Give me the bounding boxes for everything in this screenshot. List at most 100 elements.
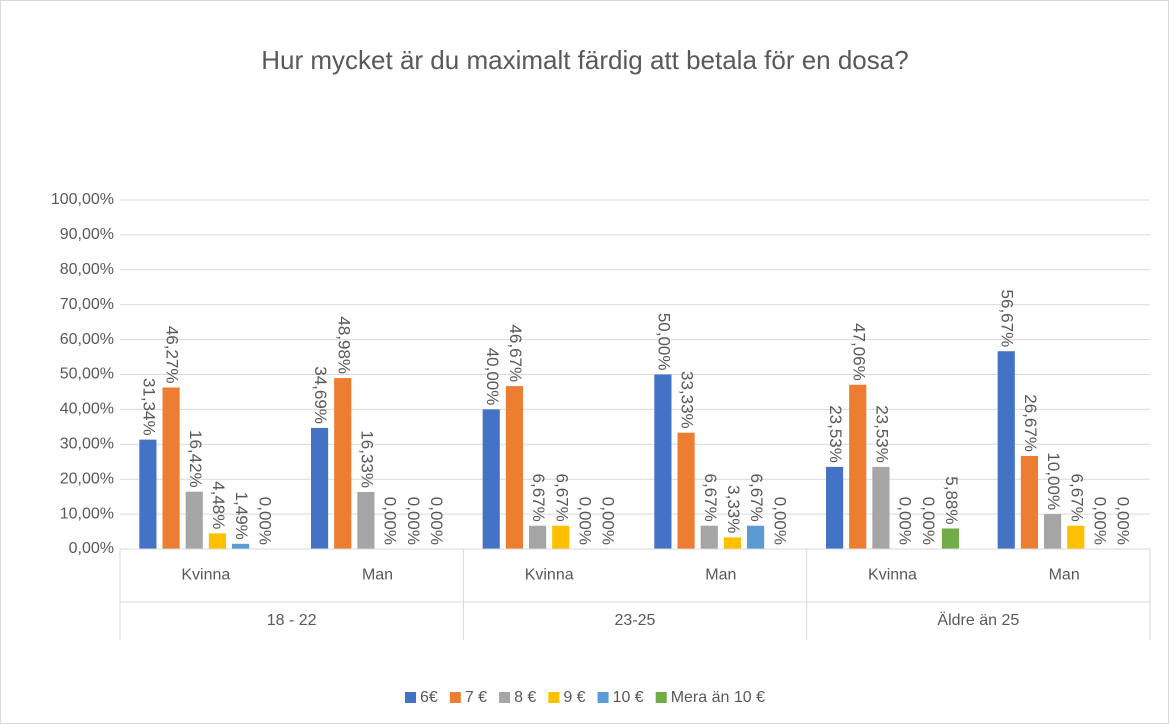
bar: [310, 427, 329, 549]
group-label: Äldre än 25: [937, 611, 1019, 629]
data-label: 0,00%: [381, 497, 400, 545]
bar: [872, 466, 890, 549]
data-label: 50,00%: [654, 313, 673, 371]
legend-label: 7 €: [465, 689, 487, 706]
data-label: 0,00%: [770, 497, 789, 545]
legend-swatch: [405, 692, 417, 703]
y-tick-label: 100,00%: [51, 191, 114, 208]
legend-label: Mera än 10 €: [671, 689, 765, 706]
data-label: 1,49%: [232, 492, 251, 540]
legend-label: 9 €: [563, 689, 585, 706]
group-label: 18 - 22: [267, 612, 317, 629]
x-tick-label: Man: [1049, 567, 1080, 584]
bar: [528, 525, 547, 549]
y-tick-label: 0,00%: [69, 540, 114, 557]
data-label: 47,06%: [849, 323, 868, 381]
data-label: 46,27%: [163, 326, 182, 384]
data-label: 0,00%: [255, 497, 274, 545]
data-label: 5,88%: [942, 476, 961, 524]
legend-swatch: [548, 692, 560, 703]
data-label: 4,48%: [209, 481, 228, 529]
legend-item: 10 €: [597, 689, 644, 706]
chart-title: Hur mycket är du maximalt färdig att bet…: [261, 45, 908, 75]
bar: [747, 525, 765, 549]
data-label: 6,67%: [1067, 474, 1086, 522]
bar: [139, 439, 157, 549]
bar: [185, 491, 203, 549]
data-label: 56,67%: [998, 290, 1017, 348]
data-label: 33,33%: [678, 371, 697, 429]
data-label: 40,00%: [483, 348, 502, 406]
bar: [357, 492, 375, 549]
legend-swatch: [597, 692, 609, 703]
bar: [700, 525, 718, 549]
data-label: 16,33%: [357, 430, 376, 488]
data-label: 34,69%: [311, 366, 330, 424]
y-tick-label: 10,00%: [60, 505, 114, 522]
data-label: 16,42%: [186, 430, 205, 488]
bar: [677, 432, 695, 549]
y-tick-label: 90,00%: [60, 226, 114, 243]
data-label: 3,33%: [724, 485, 743, 533]
y-tick-label: 40,00%: [60, 401, 114, 418]
bar: [482, 409, 500, 549]
data-label: 0,00%: [1090, 497, 1109, 545]
x-tick-label: Man: [705, 567, 736, 584]
x-tick-label: Man: [362, 567, 393, 584]
bar: [334, 378, 352, 549]
data-label: 6,67%: [701, 474, 720, 522]
legend-item: 6€: [405, 689, 438, 706]
data-label: 6,67%: [747, 474, 766, 522]
bar: [997, 351, 1015, 549]
y-tick-label: 70,00%: [60, 296, 114, 313]
x-tick-label: Kvinna: [181, 567, 230, 584]
group-label: 23-25: [615, 612, 656, 629]
bar: [723, 537, 742, 549]
bar: [1043, 514, 1062, 549]
legend-swatch: [655, 692, 667, 703]
legend-swatch: [449, 692, 461, 703]
y-tick-label: 30,00%: [60, 436, 114, 453]
bar: [825, 466, 844, 549]
legend-item: Mera än 10 €: [655, 689, 765, 706]
bar: [505, 386, 523, 549]
data-label: 0,00%: [1114, 497, 1133, 545]
data-label: 10,00%: [1044, 452, 1063, 510]
data-label: 26,67%: [1021, 394, 1040, 452]
bar: [232, 543, 250, 549]
data-label: 31,34%: [139, 378, 158, 436]
bar: [1067, 525, 1085, 549]
legend-label: 6€: [420, 689, 438, 706]
data-label: 0,00%: [599, 497, 618, 545]
legend-label: 8 €: [514, 689, 536, 706]
data-label: 46,67%: [506, 324, 525, 382]
bar: [941, 528, 960, 549]
data-label: 48,98%: [334, 316, 353, 374]
data-label: 0,00%: [896, 497, 915, 545]
legend-label: 10 €: [613, 689, 644, 706]
y-tick-label: 60,00%: [60, 331, 114, 348]
data-label: 23,53%: [872, 405, 891, 463]
bar: [1020, 455, 1038, 549]
legend-item: 9 €: [548, 689, 586, 706]
y-tick-label: 20,00%: [60, 470, 114, 487]
data-label: 6,67%: [552, 474, 571, 522]
y-tick-label: 80,00%: [60, 261, 114, 278]
x-tick-label: Kvinna: [525, 567, 574, 584]
data-label: 0,00%: [919, 497, 938, 545]
data-label: 0,00%: [404, 497, 423, 545]
legend-swatch: [499, 692, 511, 703]
x-tick-label: Kvinna: [868, 567, 917, 584]
bar: [654, 374, 672, 549]
bar: [552, 525, 570, 549]
bar: [849, 384, 867, 549]
legend-item: 7 €: [449, 689, 487, 706]
data-label: 23,53%: [826, 405, 845, 463]
data-label: 0,00%: [427, 497, 446, 545]
legend-item: 8 €: [499, 689, 536, 706]
data-label: 0,00%: [575, 497, 594, 545]
data-label: 6,67%: [529, 474, 548, 522]
bar: [162, 387, 180, 549]
